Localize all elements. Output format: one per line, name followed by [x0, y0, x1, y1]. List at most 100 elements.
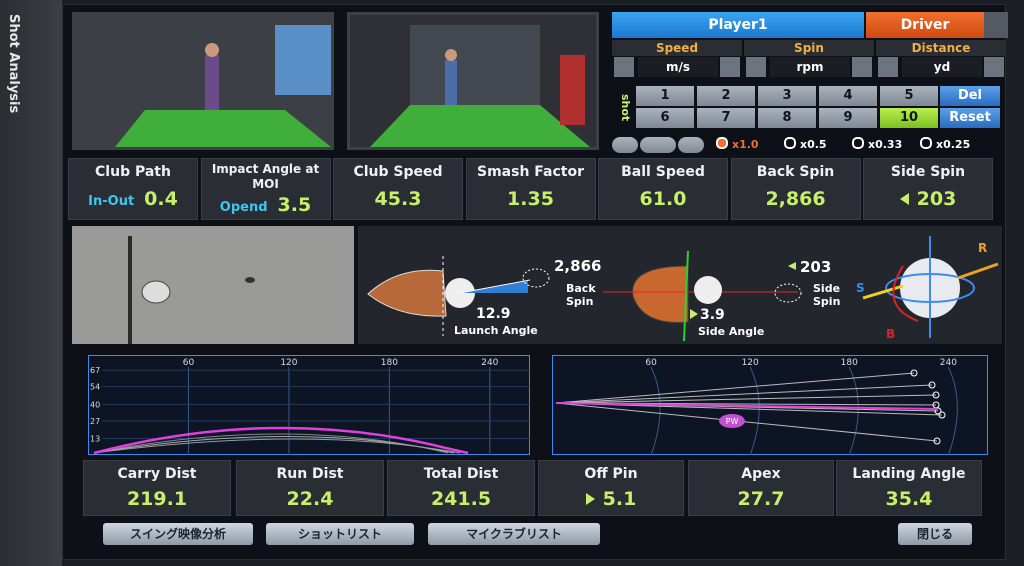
side-angle-label: Side Angle [698, 325, 764, 338]
unit-prev[interactable] [878, 57, 898, 77]
metric-cell: Smash Factor 1.35 [465, 158, 596, 220]
unit-next[interactable] [852, 57, 872, 77]
result-cell: Off Pin 5.1 [538, 460, 684, 516]
result-cell: Carry Dist 219.1 [83, 460, 231, 516]
speed-option[interactable]: x0.33 [852, 137, 902, 153]
result-value: 241.5 [430, 488, 492, 510]
unit-next[interactable] [720, 57, 740, 77]
shot-button[interactable]: 5 [880, 86, 938, 106]
speed-label: x1.0 [732, 138, 759, 151]
x-tick-label: 180 [381, 358, 398, 368]
shot-label: shot [619, 94, 632, 122]
spin-ball [522, 268, 550, 288]
metric-value: 45.3 [374, 188, 422, 210]
metric-label: Club Path [95, 164, 171, 180]
shot-button[interactable]: 2 [697, 86, 755, 106]
action-button[interactable]: 閉じる [898, 523, 972, 545]
metric-cell: Side Spin 203 [863, 158, 993, 220]
side-arrow [788, 262, 796, 270]
result-label: Total Dist [423, 466, 499, 482]
result-label: Off Pin [584, 466, 638, 482]
unit-prev[interactable] [614, 57, 634, 77]
grid-arc [947, 366, 958, 455]
result-label: Run Dist [276, 466, 344, 482]
unit-value: rpm [770, 57, 850, 77]
y-tick-label: 67 [90, 366, 100, 375]
unit-next[interactable] [984, 57, 1004, 77]
metric-value-row: 1.35 [467, 188, 595, 210]
unit-label: Spin [744, 40, 874, 56]
metric-label: Smash Factor [477, 164, 584, 180]
result-value-row: 35.4 [837, 488, 981, 510]
metric-value: 203 [916, 188, 957, 210]
pin-marker [719, 414, 745, 428]
driver-top [632, 265, 689, 323]
result-label: Apex [741, 466, 781, 482]
metric-value-row: Opend 3.5 [202, 194, 330, 216]
action-button[interactable]: ショットリスト [266, 523, 414, 545]
metric-cell: Club Path In-Out 0.4 [68, 158, 198, 220]
driver-head [367, 269, 447, 317]
unit-value: m/s [638, 57, 718, 77]
pause-button[interactable] [640, 137, 676, 153]
club-select[interactable]: Driver [866, 12, 984, 38]
speed-option[interactable]: x0.5 [784, 137, 827, 153]
shot-end [928, 381, 936, 389]
unit-label: Distance [876, 40, 1006, 56]
y-tick-label: 27 [90, 417, 100, 426]
grid-arc [650, 366, 661, 455]
arrow-icon [899, 193, 909, 205]
result-value: 22.4 [286, 488, 334, 510]
shot-button[interactable]: 7 [697, 108, 755, 128]
shot-button[interactable]: 8 [758, 108, 816, 128]
action-button[interactable]: スイング映像分析 [103, 523, 253, 545]
result-cell: Run Dist 22.4 [236, 460, 384, 516]
metric-label: Ball Speed [621, 164, 705, 180]
radio-dot [716, 137, 728, 149]
speed-option[interactable]: x1.0 [716, 137, 759, 153]
video-side[interactable] [347, 12, 599, 150]
shot-action[interactable]: Del [940, 86, 1000, 106]
shot-button[interactable]: 3 [758, 86, 816, 106]
result-value-row: 219.1 [84, 488, 230, 510]
metric-value: 0.4 [144, 188, 178, 210]
side-angle: 3.9 [700, 307, 725, 323]
shot-button[interactable]: 4 [819, 86, 877, 106]
speed-label: x0.5 [800, 138, 827, 151]
forward-button[interactable] [678, 137, 704, 153]
launch-angle: 12.9 [476, 306, 511, 322]
x-tick-label: 240 [481, 358, 498, 368]
shot-button[interactable]: 6 [636, 108, 694, 128]
impact-bg [72, 226, 354, 344]
club-head [141, 280, 171, 304]
x-tick-label: 180 [841, 358, 858, 368]
radio-dot [852, 137, 864, 149]
metric-value: 61.0 [639, 188, 687, 210]
shot-line [555, 394, 937, 404]
dispersion-graph: 60 120 180 240 PW [552, 355, 988, 455]
shot-action[interactable]: Reset [940, 108, 1000, 128]
unit-prev[interactable] [746, 57, 766, 77]
player-name[interactable]: Player1 [612, 12, 864, 38]
pin-label: PW [726, 417, 739, 426]
shot-end [932, 391, 940, 399]
video-front[interactable] [72, 12, 334, 150]
result-value-row: 5.1 [539, 488, 683, 510]
shot-button[interactable]: 9 [819, 108, 877, 128]
unit-label: Speed [612, 40, 742, 56]
result-label: Landing Angle [852, 466, 966, 482]
shot-line [555, 384, 933, 404]
shot-button[interactable]: 1 [636, 86, 694, 106]
action-button[interactable]: マイクラブリスト [428, 523, 600, 545]
dropdown-button[interactable] [984, 12, 1008, 38]
speed-option[interactable]: x0.25 [920, 137, 970, 153]
speed-label: x0.33 [868, 138, 903, 151]
rewind-button[interactable] [612, 137, 638, 153]
result-cell: Landing Angle 35.4 [836, 460, 982, 516]
x-tick-label: 60 [645, 358, 657, 368]
shot-button[interactable]: 10 [880, 108, 938, 128]
metric-value: 3.5 [277, 194, 312, 216]
metric-value: 1.35 [507, 188, 554, 210]
back-spin-label: Back [566, 282, 596, 295]
